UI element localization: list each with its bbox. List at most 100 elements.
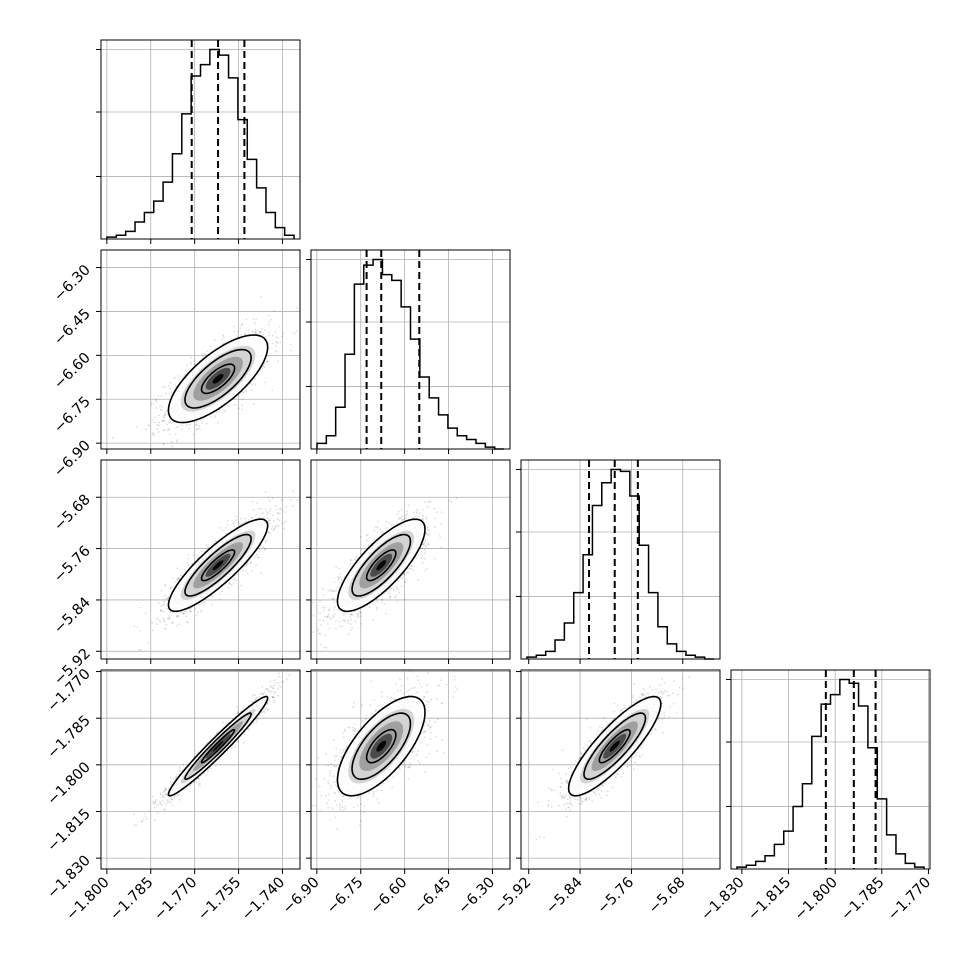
sample-point: [185, 615, 188, 618]
sample-point: [326, 623, 329, 625]
sample-point: [184, 373, 187, 376]
sample-point: [267, 324, 270, 326]
sample-point: [281, 522, 283, 524]
sample-point: [189, 785, 192, 788]
sample-point: [170, 611, 172, 613]
sample-point: [226, 523, 229, 526]
sample-point: [164, 412, 167, 415]
sample-point: [165, 628, 167, 631]
sample-point: [171, 422, 174, 425]
sample-point: [276, 518, 279, 520]
scatter-panel-3-0: [96, 669, 301, 874]
sample-point: [339, 573, 341, 575]
sample-point: [282, 332, 285, 334]
sample-point: [264, 548, 266, 551]
sample-point: [163, 415, 165, 418]
sample-point: [233, 525, 236, 527]
sample-point: [139, 649, 142, 651]
sample-point: [241, 398, 244, 401]
sample-point: [187, 368, 190, 371]
sample-point: [200, 419, 202, 422]
sample-point: [180, 424, 183, 427]
sample-point: [245, 390, 248, 393]
sample-point: [325, 615, 328, 618]
sample-point: [319, 600, 321, 602]
sample-point: [274, 525, 277, 528]
sample-point: [228, 582, 231, 585]
sample-point: [203, 353, 206, 355]
sample-point: [168, 427, 171, 430]
sample-point: [390, 587, 393, 589]
sample-point: [366, 539, 368, 541]
sample-point: [275, 508, 278, 511]
sample-point: [233, 330, 235, 333]
sample-point: [164, 594, 167, 597]
sample-point: [201, 602, 203, 605]
sample-point: [277, 342, 279, 345]
sample-point: [394, 596, 396, 599]
sample-point: [332, 601, 335, 604]
histogram-step-line: [106, 48, 295, 239]
sample-point: [267, 531, 270, 534]
sample-point: [242, 522, 244, 524]
sample-point: [275, 336, 278, 339]
sample-point: [227, 587, 229, 590]
sample-point: [151, 621, 154, 624]
sample-point: [250, 561, 253, 564]
sample-point: [259, 330, 262, 333]
sample-point: [174, 581, 177, 583]
sample-point: [380, 601, 383, 604]
sample-point: [160, 395, 163, 397]
sample-point: [176, 614, 179, 617]
sample-point: [289, 343, 292, 346]
sample-point: [156, 401, 158, 403]
sample-point: [267, 496, 270, 499]
sample-point: [195, 423, 197, 426]
sample-point: [440, 523, 443, 525]
sample-point: [422, 509, 424, 511]
sample-point: [274, 349, 277, 352]
sample-point: [292, 490, 294, 492]
sample-point: [275, 524, 278, 527]
sample-point: [357, 613, 360, 616]
sample-point: [153, 434, 155, 436]
sample-point: [267, 314, 270, 317]
sample-point: [263, 362, 266, 365]
sample-point: [285, 505, 288, 508]
sample-point: [169, 381, 172, 384]
scatter-content: [111, 295, 298, 449]
sample-point: [160, 609, 163, 612]
sample-point: [448, 500, 451, 502]
sample-point: [260, 507, 262, 510]
sample-point: [183, 568, 186, 571]
sample-point: [341, 625, 343, 628]
sample-point: [335, 619, 338, 622]
sample-point: [254, 332, 257, 334]
sample-point: [405, 515, 407, 517]
contour-line: [167, 334, 269, 424]
sample-point: [279, 341, 282, 344]
sample-point: [327, 589, 330, 592]
sample-point: [425, 516, 427, 518]
sample-point: [276, 360, 279, 362]
sample-point: [226, 519, 229, 522]
sample-point: [187, 554, 190, 556]
sample-point: [337, 609, 339, 611]
sample-point: [158, 619, 161, 621]
sample-point: [161, 420, 163, 423]
sample-point: [334, 606, 336, 608]
sample-point: [256, 502, 259, 504]
sample-point: [175, 776, 178, 779]
sample-point: [269, 532, 272, 535]
sample-point: [396, 513, 399, 515]
sample-point: [425, 533, 428, 535]
sample-point: [281, 335, 284, 338]
sample-point: [152, 795, 154, 798]
sample-point: [214, 414, 217, 417]
sample-point: [206, 350, 209, 353]
sample-point: [252, 508, 255, 511]
sample-point: [171, 440, 173, 443]
sample-point: [162, 443, 165, 446]
sample-point: [416, 508, 419, 511]
sample-point: [153, 819, 156, 822]
